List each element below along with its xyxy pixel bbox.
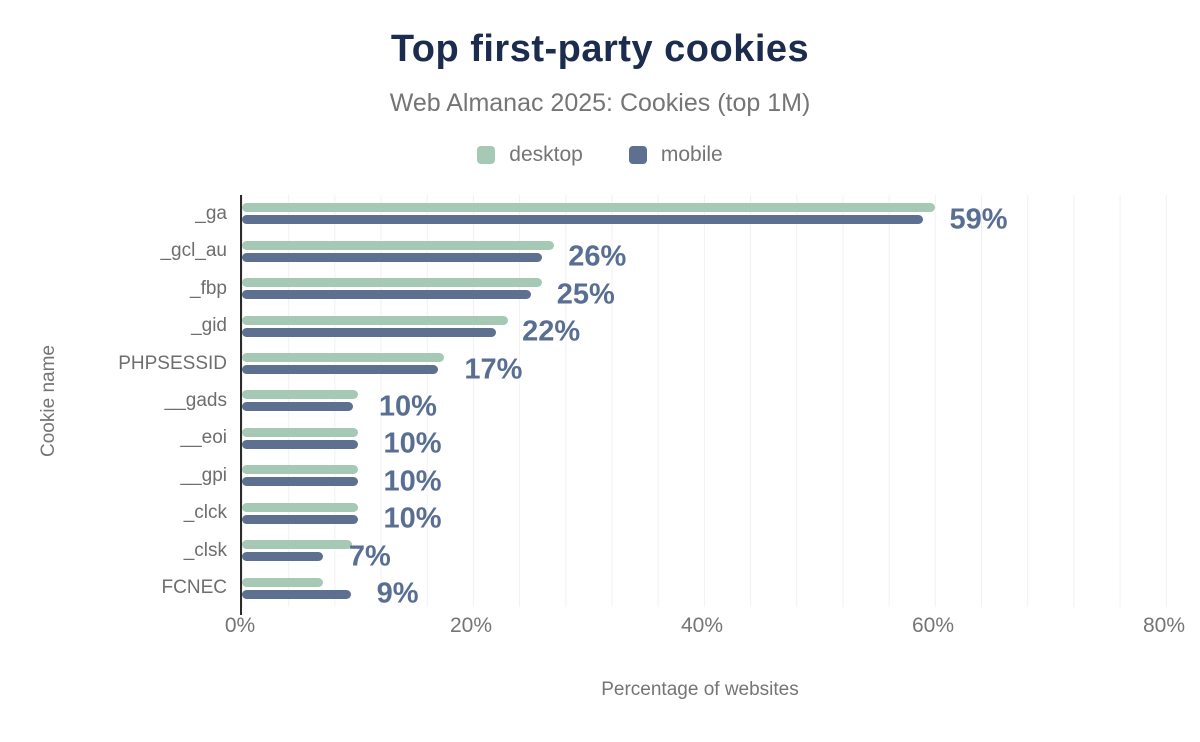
value-label: 10% bbox=[383, 502, 442, 535]
value-label: 10% bbox=[383, 465, 442, 498]
value-label: 10% bbox=[378, 390, 437, 423]
bar-row-PHPSESSID: 17% bbox=[242, 345, 1188, 385]
desktop-bar bbox=[242, 240, 554, 250]
desktop-bar bbox=[242, 278, 543, 288]
value-label: 7% bbox=[348, 540, 391, 573]
category-label: PHPSESSID bbox=[118, 352, 227, 374]
chart-title: Top first-party cookies bbox=[390, 28, 810, 70]
category-label: __eoi bbox=[180, 427, 228, 449]
mobile-bar bbox=[242, 252, 543, 262]
desktop-bar bbox=[242, 427, 358, 437]
x-tick-label: 0% bbox=[224, 614, 256, 637]
y-axis-category-labels: _ga _gcl_au _fbp _gid PHPSESSID __gads __eoi __… bbox=[0, 195, 227, 607]
legend-label-desktop: desktop bbox=[509, 143, 583, 166]
bar-row-FCNEC: 9% bbox=[242, 570, 1188, 610]
value-label: 26% bbox=[568, 240, 627, 273]
mobile-bar bbox=[242, 477, 358, 487]
desktop-bar bbox=[242, 465, 358, 475]
desktop-bar bbox=[242, 390, 358, 400]
category-label: _ga bbox=[195, 202, 227, 224]
bar-row-__eoi: 10% bbox=[242, 420, 1188, 460]
mobile-bar bbox=[242, 552, 323, 562]
mobile-bar bbox=[242, 290, 531, 300]
desktop-bar bbox=[242, 203, 935, 213]
legend-swatch-desktop bbox=[477, 146, 496, 164]
category-label: _gid bbox=[191, 315, 227, 337]
value-label: 25% bbox=[556, 278, 615, 311]
category-label: _clck bbox=[183, 502, 227, 524]
x-tick-label: 60% bbox=[911, 614, 955, 637]
category-label: __gads bbox=[164, 389, 227, 411]
mobile-bar bbox=[242, 439, 358, 449]
value-label: 22% bbox=[522, 315, 581, 348]
chart-legend: desktop mobile bbox=[0, 143, 1200, 167]
legend-label-mobile: mobile bbox=[660, 143, 723, 166]
desktop-bar bbox=[242, 540, 352, 550]
mobile-bar bbox=[242, 514, 358, 524]
legend-item-desktop: desktop bbox=[477, 143, 583, 167]
chart-subtitle: Web Almanac 2025: Cookies (top 1M) bbox=[389, 89, 811, 117]
mobile-bar bbox=[242, 327, 497, 337]
x-tick-label: 80% bbox=[1142, 614, 1186, 637]
bar-row-_fbp: 25% bbox=[242, 270, 1188, 310]
x-tick-label: 20% bbox=[449, 614, 493, 637]
bar-row-_ga: 59% bbox=[242, 195, 1188, 235]
value-label: 10% bbox=[383, 427, 442, 460]
bar-row-_gid: 22% bbox=[242, 307, 1188, 348]
desktop-bar bbox=[242, 577, 323, 587]
bar-row-_gcl_au: 26% bbox=[242, 232, 1188, 273]
desktop-bar bbox=[242, 315, 508, 325]
bar-row-_clck: 10% bbox=[242, 495, 1188, 535]
desktop-bar bbox=[242, 353, 445, 363]
x-tick-label: 40% bbox=[680, 614, 724, 637]
category-label: FCNEC bbox=[161, 577, 227, 599]
mobile-bar bbox=[242, 365, 439, 375]
bar-row-__gads: 10% bbox=[242, 382, 1188, 422]
desktop-bar bbox=[242, 502, 358, 512]
legend-item-mobile: mobile bbox=[628, 143, 723, 167]
mobile-bar bbox=[242, 402, 353, 412]
category-label: __gpi bbox=[180, 464, 228, 486]
category-label: _fbp bbox=[190, 277, 227, 299]
category-label: _clsk bbox=[183, 539, 227, 561]
x-axis-title: Percentage of websites bbox=[601, 679, 799, 700]
mobile-bar bbox=[242, 215, 924, 225]
value-label: 59% bbox=[949, 203, 1008, 236]
category-label: _gcl_au bbox=[160, 240, 227, 262]
legend-swatch-mobile bbox=[628, 146, 647, 164]
value-label: 17% bbox=[464, 353, 523, 386]
plot-area: 59% 26% 25% 22% 17% 10% 10% 10% 10% 7% 9% bbox=[240, 195, 1188, 615]
mobile-bar bbox=[242, 589, 351, 599]
bar-row-_clsk: 7% bbox=[242, 532, 1188, 572]
value-label: 9% bbox=[376, 577, 419, 610]
bar-row-__gpi: 10% bbox=[242, 457, 1188, 497]
